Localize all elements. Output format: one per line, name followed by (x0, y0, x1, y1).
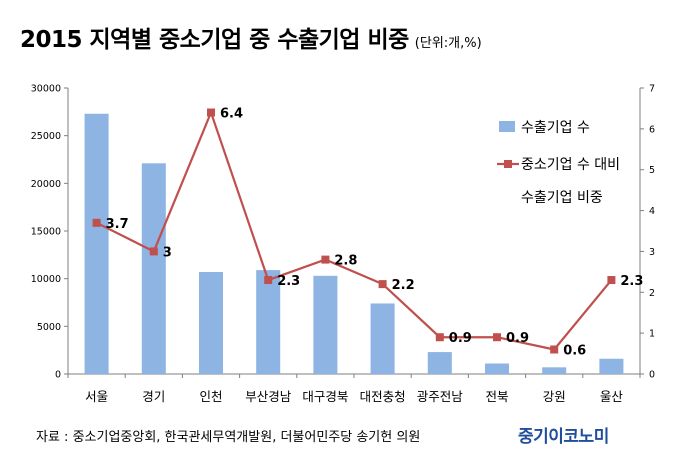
chart-title-row: 2015 지역별 중소기업 중 수출기업 비중 (단위:개,%) (20, 20, 482, 54)
source-note: 자료 : 중소기업중앙회, 한국관세무역개발원, 더불어민주당 송기헌 의원 (36, 430, 421, 445)
line-marker (264, 276, 273, 285)
bar (542, 367, 567, 374)
line-marker (321, 255, 330, 264)
y2-tick-label: 3 (649, 247, 655, 258)
line-marker (207, 108, 215, 117)
bar (198, 271, 224, 374)
x-tick-label: 서울 (85, 389, 108, 404)
y-tick-label: 15000 (31, 227, 61, 238)
y-tick-label: 0 (55, 370, 61, 381)
legend-label-line-1: 중소기업 수 대비 (521, 157, 620, 173)
y-tick-label: 20000 (31, 179, 61, 190)
publisher-logo: 중기이코노미 (518, 427, 609, 447)
line-marker (92, 218, 101, 227)
bar (141, 163, 166, 374)
y-tick-label: 25000 (31, 131, 61, 142)
x-tick-label: 경기 (142, 389, 165, 404)
x-tick-label: 대전충청 (360, 389, 406, 404)
series-line (96, 109, 613, 351)
data-label: 2.8 (334, 254, 357, 269)
legend-label-line-2: 수출기업 비중 (521, 190, 603, 206)
bar (599, 358, 624, 374)
bar (370, 303, 395, 374)
y-tick-label: 30000 (31, 84, 61, 95)
data-label: 3 (163, 245, 172, 260)
line-marker (607, 276, 616, 285)
y2-tick-label: 7 (649, 84, 655, 95)
data-label: 0.9 (506, 331, 529, 346)
legend-label-bars: 수출기업 수 (521, 120, 590, 136)
legend-marker-line (504, 160, 512, 168)
bar (256, 270, 281, 374)
x-tick-label: 부산경남 (245, 389, 292, 404)
y2-tick-label: 1 (649, 329, 655, 340)
bar (313, 275, 338, 374)
y2-tick-label: 6 (649, 124, 655, 135)
y-tick-label: 5000 (37, 322, 61, 333)
data-label: 2.3 (277, 274, 300, 289)
y2-tick-label: 4 (649, 206, 655, 217)
bar (84, 113, 109, 375)
y2-tick-label: 2 (649, 288, 655, 299)
line-marker (550, 345, 559, 354)
y2-tick-label: 5 (649, 165, 655, 176)
data-label: 0.6 (563, 343, 586, 358)
line-marker (435, 333, 444, 342)
y-tick-label: 10000 (31, 274, 61, 285)
data-label: 0.9 (449, 331, 472, 346)
line-marker (149, 247, 158, 256)
data-label: 3.7 (106, 217, 129, 232)
unit-label: (단위:개,%) (414, 36, 482, 51)
bar (484, 363, 510, 374)
line-marker (493, 333, 501, 342)
line-marker (378, 280, 387, 289)
legend-swatch-bars (499, 121, 515, 132)
data-label: 6.4 (220, 107, 243, 122)
x-tick-label: 대구경북 (302, 389, 348, 404)
data-label: 2.2 (392, 278, 415, 293)
x-tick-label: 울산 (600, 389, 624, 404)
bar (427, 352, 452, 374)
x-tick-label: 강원 (543, 389, 566, 404)
x-tick-label: 전북 (485, 389, 508, 404)
x-tick-label: 인천 (199, 389, 222, 404)
y2-tick-label: 0 (649, 370, 655, 381)
x-tick-label: 광주전남 (417, 389, 464, 404)
chart-title: 2015 지역별 중소기업 중 수출기업 비중 (20, 27, 409, 53)
data-label: 2.3 (620, 274, 643, 289)
